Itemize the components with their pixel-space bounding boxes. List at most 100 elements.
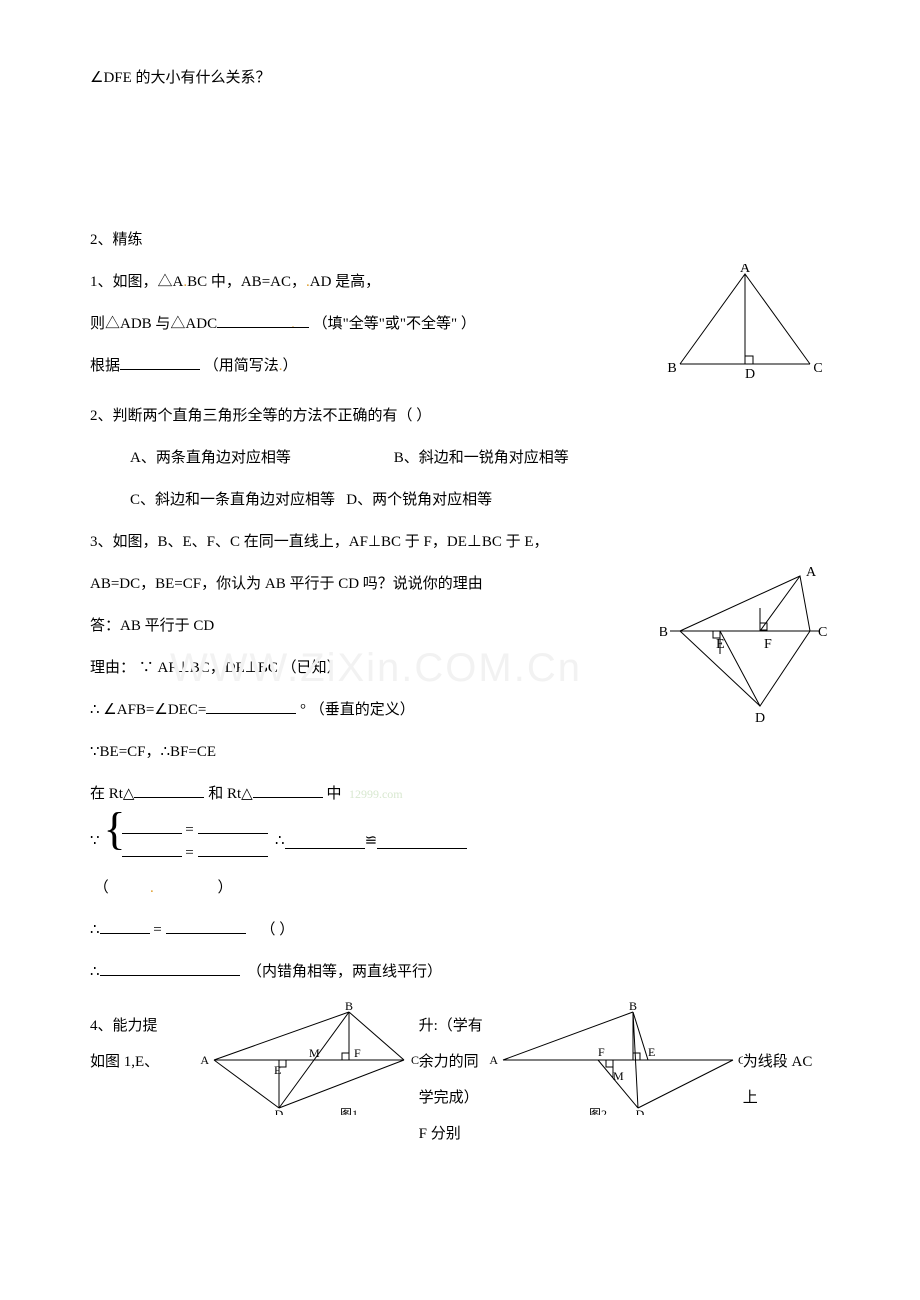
label-e: E [716,637,725,652]
text: 升:（学有余力的同学完成） [419,1008,488,1116]
spacer [90,102,830,222]
p4-left-text: 4、能力提 如图 1,E、 [90,1000,199,1080]
text: 1、如图，△A [90,274,183,290]
paren-open: （ [94,880,109,896]
text: 4、能力提 [90,1008,199,1044]
small-link: 12999.com [349,787,403,801]
blank [122,841,182,857]
p2-options-cd: C、斜边和一条直角边对应相等 D、两个锐角对应相等 [90,482,830,518]
p4-block: 4、能力提 如图 1,E、 A B C [90,1000,830,1152]
blank [289,312,309,328]
blank [100,918,150,934]
spacer [743,1008,830,1044]
text: 则△ADB 与△ADC [90,316,217,332]
text: AD 是高， [310,274,380,290]
label-b: B [345,1000,353,1013]
therefore: ∴ [90,922,100,938]
label-c: C [411,1053,419,1067]
label-f: F [598,1045,605,1059]
blank [198,818,268,834]
option-c: C、斜边和一条直角边对应相等 [130,492,335,508]
therefore: ∴ [90,964,100,980]
p2-options-ab: A、两条直角边对应相等 B、斜边和一锐角对应相等 [90,440,830,476]
label-a: A [806,566,817,580]
section-2-title: 2、精练 [90,222,830,258]
blank [206,698,296,714]
label-d: D [755,711,765,726]
text: ） [283,358,298,374]
p4-right-text: 为线段 AC 上 [743,1000,830,1116]
blank [285,833,365,849]
blank [377,833,467,849]
label-c: C [813,361,822,376]
brace-icon: { [104,806,126,852]
label-a: A [740,264,751,276]
blank [217,312,297,328]
text: ° （垂直的定义） [300,702,415,718]
label-m: M [613,1069,624,1083]
blank [166,918,246,934]
label-c: C [818,625,827,640]
text: （内错角相等，两直线平行） [247,964,442,980]
orange-dot: . [150,880,154,896]
figure-triangle: A B C D [660,264,830,398]
text: BC 中，AB=AC， [187,274,306,290]
brace-group: { = = [104,818,268,864]
label-d: D [274,1107,283,1115]
option-d: D、两个锐角对应相等 [346,492,492,508]
text: F 分别 [419,1116,488,1152]
label-a: A [200,1053,209,1067]
label-e: E [648,1045,655,1059]
label-b: B [660,625,668,640]
label-f: F [354,1046,361,1060]
brace-row: ∵ { = = ∴ ≌ [90,818,830,864]
p3-line1: 3、如图，B、E、F、C 在同一直线上，AF⊥BC 于 F，DE⊥BC 于 E， [90,524,830,560]
p3-in-rt: 在 Rt△ 和 Rt△ 中 12999.com [90,776,830,812]
paren-close: ） [218,880,233,896]
text: （填"全等"或"不全等" ） [313,316,476,332]
eq: = [185,822,193,838]
caption-1: 图1 [340,1107,358,1115]
therefore-final: ∴ （内错角相等，两直线平行） [90,954,830,990]
text: 如图 1,E、 [90,1044,199,1080]
therefore: ∴ [275,823,285,859]
text: 在 Rt△ [90,786,134,802]
label-e: E [274,1063,281,1077]
figure-bottom-1: A B C D E F M 图1 [199,1000,419,1129]
caption-2: 图2 [589,1107,607,1115]
label-d: D [745,367,755,382]
figure-parallel: A B C D E F [660,566,830,750]
eq: = [153,922,161,938]
text: 根据 [90,358,120,374]
text: 和 Rt△ [208,786,252,802]
label-d: D [635,1107,644,1115]
blank [120,354,200,370]
p2-line1: 2、判断两个直角三角形全等的方法不正确的有（ ） [90,398,830,434]
eq: = [185,845,193,861]
label-m: M [309,1046,320,1060]
page: WWW.ZiXin.COM.Cn ∠DFE 的大小有什么关系？ 2、精练 A B… [0,0,920,1212]
question-top: ∠DFE 的大小有什么关系？ [90,60,830,96]
paren-long: （ ） [261,922,295,938]
congruent-symbol: ≌ [365,823,378,859]
option-a: A、两条直角边对应相等 [130,440,390,476]
fig2-svg: A B C D E F M 图2 [488,1000,743,1115]
blank [253,782,323,798]
triangle-svg: A B C D [660,264,830,384]
brace-row1: = [122,818,268,841]
label-b: B [629,1000,637,1013]
paren-blank-1: （ . ） [90,870,830,906]
label-b: B [667,361,676,376]
p4-mid-text: 升:（学有余力的同学完成） F 分别 [419,1000,488,1152]
text: 中 [326,786,341,802]
parallel-svg: A B C D E F [660,566,830,736]
blank [198,841,268,857]
because-symbol: ∵ [90,823,100,859]
figure-bottom-2: A B C D E F M 图2 [488,1000,743,1129]
fig1-svg: A B C D E F M 图1 [199,1000,419,1115]
blank [122,818,182,834]
label-a: A [489,1053,498,1067]
brace-row2: = [122,841,268,864]
blank [100,960,240,976]
text: （用简写法 [204,358,279,374]
